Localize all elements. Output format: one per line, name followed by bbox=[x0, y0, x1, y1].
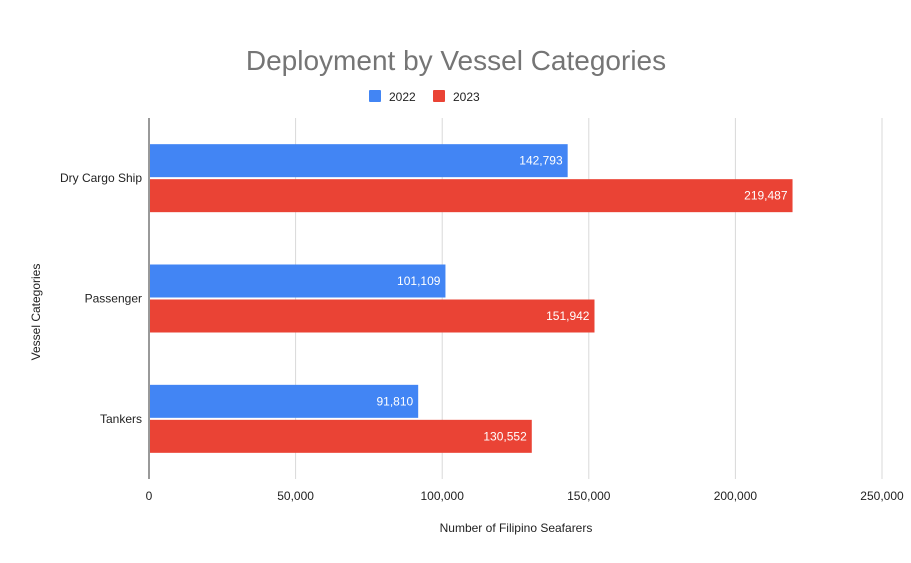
bar-2022-2 bbox=[150, 384, 419, 418]
bars: 142,793 219,487 101,109 151,942 91,810 130,55… bbox=[150, 144, 793, 453]
legend-swatch-2023 bbox=[433, 90, 445, 102]
category-label: Tankers bbox=[100, 412, 142, 426]
legend-label-2022: 2022 bbox=[389, 90, 416, 104]
bar-value-label: 151,942 bbox=[546, 309, 590, 323]
bar-2022-1 bbox=[150, 264, 446, 298]
bar-value-label: 142,793 bbox=[519, 154, 563, 168]
bar-2023-0 bbox=[150, 179, 793, 213]
x-tick-label: 150,000 bbox=[567, 489, 611, 503]
y-axis-title: Vessel Categories bbox=[29, 264, 43, 361]
bar-value-label: 101,109 bbox=[397, 274, 441, 288]
x-tick-label: 100,000 bbox=[421, 489, 465, 503]
grid-lines bbox=[295, 118, 883, 479]
bar-value-label: 130,552 bbox=[483, 429, 527, 443]
x-axis-title: Number of Filipino Seafarers bbox=[440, 521, 593, 535]
bar-value-label: 219,487 bbox=[744, 189, 788, 203]
legend-swatch-2022 bbox=[369, 90, 381, 102]
category-label: Passenger bbox=[85, 292, 142, 306]
x-tick-label: 250,000 bbox=[860, 489, 904, 503]
legend: 2022 2023 bbox=[369, 90, 480, 104]
category-labels: Dry Cargo Ship Passenger Tankers bbox=[60, 171, 142, 426]
bar-2022-0 bbox=[150, 144, 568, 178]
chart-title: Deployment by Vessel Categories bbox=[246, 45, 666, 76]
bar-2023-2 bbox=[150, 419, 532, 453]
x-tick-label: 200,000 bbox=[714, 489, 758, 503]
bar-2023-1 bbox=[150, 299, 595, 333]
bar-value-label: 91,810 bbox=[376, 394, 413, 408]
x-tick-label: 0 bbox=[146, 489, 153, 503]
x-tick-labels: 0 50,000 100,000 150,000 200,000 250,000 bbox=[146, 489, 904, 503]
x-tick-label: 50,000 bbox=[277, 489, 314, 503]
legend-label-2023: 2023 bbox=[453, 90, 480, 104]
category-label: Dry Cargo Ship bbox=[60, 171, 142, 185]
